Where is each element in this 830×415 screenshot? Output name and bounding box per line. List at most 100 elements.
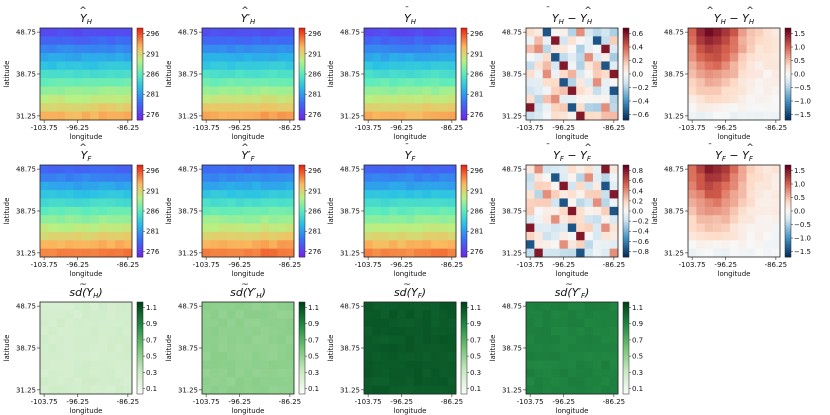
heatmap-cell [397, 360, 407, 370]
heatmap-cell [235, 36, 245, 46]
colorbar-segment [623, 103, 629, 107]
heatmap-cell [754, 61, 764, 71]
heatmap-cell [439, 86, 449, 96]
heatmap-cell [567, 352, 577, 361]
heatmap-cell [713, 86, 722, 96]
heatmap-cell [430, 53, 440, 62]
heatmap-cell [268, 181, 278, 191]
panel-title: sd(Y′F) [555, 286, 590, 300]
heatmap-cell [40, 377, 49, 387]
colorbar-segment [299, 194, 305, 198]
colorbar-segment [299, 387, 305, 390]
heatmap-cell [763, 103, 773, 113]
heatmap-cell [389, 61, 398, 71]
heatmap-cell [277, 69, 287, 79]
heatmap-cell [422, 310, 432, 320]
colorbar-segment [785, 78, 791, 82]
heatmap-cell [405, 368, 415, 378]
x-axis-label: longitude [556, 270, 589, 278]
colorbar-segment [137, 206, 143, 210]
heatmap-cell [115, 352, 125, 361]
colorbar-segment [299, 190, 305, 193]
colorbar-tick-label: 0.0 [632, 208, 643, 216]
colorbar-segment [623, 308, 629, 312]
heatmap-cell [56, 231, 66, 241]
heatmap-cell [98, 111, 108, 121]
heatmap-cell [447, 94, 457, 104]
heatmap-cell [721, 248, 731, 258]
heatmap-cell [414, 302, 423, 311]
heatmap-cell [584, 173, 594, 183]
colorbar-segment [137, 201, 143, 205]
x-tick-label: -103.75 [31, 398, 58, 406]
heatmap-cell [763, 248, 773, 258]
colorbar-segment [299, 55, 305, 59]
colorbar-segment [461, 57, 467, 61]
colorbar-segment [785, 250, 791, 253]
colorbar-segment [461, 224, 467, 228]
colorbar-segment [785, 113, 791, 116]
heatmap-cell [559, 78, 569, 87]
colorbar-segment [299, 213, 305, 216]
heatmap-cell [56, 318, 66, 328]
heatmap-cell [106, 368, 116, 378]
heatmap-cell [260, 78, 270, 87]
heatmap-cell [218, 318, 228, 328]
heatmap-cell [534, 69, 544, 79]
heatmap-cell [227, 206, 236, 216]
colorbar-segment [137, 30, 143, 33]
heatmap-cell [98, 248, 108, 258]
heatmap-cell [364, 231, 373, 241]
heatmap-cell [746, 206, 756, 216]
heatmap-cell [592, 86, 602, 96]
heatmap-cell [210, 198, 220, 208]
heatmap-cell [106, 103, 116, 113]
colorbar-segment [461, 117, 467, 121]
heatmap-cell [397, 385, 407, 395]
heatmap-cell [210, 111, 220, 121]
heatmap-cell [56, 165, 66, 174]
heatmap-cell [364, 327, 373, 336]
heatmap-cell [56, 310, 66, 320]
heatmap-cell [405, 302, 415, 311]
heatmap-cell [98, 327, 108, 336]
heatmap-cell [567, 181, 577, 191]
heatmap-cell [584, 360, 594, 370]
heatmap-cell [65, 335, 74, 345]
heatmap-cell [389, 377, 398, 387]
heatmap-cell [56, 61, 66, 71]
heatmap-cell [277, 318, 287, 328]
heatmap-cell [551, 86, 560, 96]
heatmap-cell [227, 103, 236, 113]
heatmap-cell [721, 215, 731, 224]
heatmap-cell [81, 44, 91, 54]
y-tick-label: 31.25 [340, 386, 360, 394]
heatmap-cell [106, 111, 116, 121]
heatmap-cell [746, 223, 756, 233]
heatmap-cell [430, 86, 440, 96]
heatmap-cell [90, 103, 99, 113]
heatmap-cell [414, 198, 423, 208]
colorbar-segment [299, 245, 305, 249]
heatmap-cell [576, 343, 585, 353]
colorbar-segment [299, 76, 305, 79]
heatmap-cell [123, 28, 133, 37]
heatmap-cell [688, 223, 697, 233]
colorbar-tick-label: 0.6 [632, 177, 644, 185]
heatmap-cell [235, 248, 245, 258]
colorbar-segment [623, 377, 629, 381]
heatmap-cell [729, 240, 739, 250]
heatmap-cell [763, 78, 773, 87]
heatmap-cell [551, 343, 560, 353]
heatmap-cell [380, 343, 390, 353]
heatmap-cell [252, 215, 261, 224]
colorbar-segment [299, 174, 305, 177]
heatmap-cell [90, 61, 99, 71]
colorbar-tick-label: 276 [146, 248, 160, 256]
heatmap-cell [447, 181, 457, 191]
colorbar-segment [299, 236, 305, 239]
heatmap-cell [90, 385, 99, 395]
heatmap-cell [106, 310, 116, 320]
title-accent: ¯ [546, 6, 551, 16]
heatmap-cell [713, 61, 722, 71]
